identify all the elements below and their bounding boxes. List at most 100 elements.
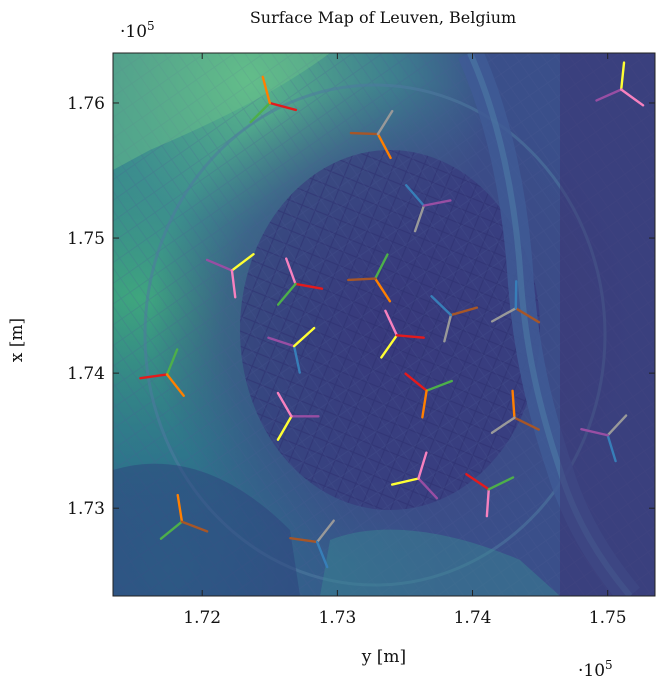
turbine-arm	[449, 306, 479, 317]
turbine-arm	[465, 472, 490, 491]
y-exponent-power: 5	[147, 19, 155, 33]
turbine-marker	[580, 414, 628, 463]
turbine-arm	[580, 427, 609, 437]
turbine-arm	[620, 88, 645, 107]
y-exponent-label: ·105	[120, 19, 155, 42]
turbine-marker	[249, 75, 298, 124]
x-tick-label: 1.75	[589, 608, 627, 628]
turbine-arm	[374, 277, 392, 303]
turbine-arm	[268, 101, 298, 112]
turbine-arm	[421, 389, 428, 419]
x-axis-label: y [m]	[361, 647, 406, 667]
turbine-arm	[159, 520, 184, 540]
turbine-arm	[620, 61, 626, 91]
turbine-arm	[514, 307, 541, 324]
turbine-arm	[267, 336, 296, 348]
y-axis: 1.73 1.74 1.75 1.76	[67, 94, 655, 519]
turbine-arm	[347, 277, 377, 282]
turbine-arm	[276, 391, 293, 418]
turbine-arm	[285, 257, 297, 286]
turbine-marker	[276, 391, 320, 441]
turbine-arm	[376, 132, 392, 160]
turbine-marker	[347, 253, 392, 303]
turbine-arm	[425, 379, 453, 392]
turbine-marker	[490, 389, 540, 434]
turbine-arm	[404, 184, 426, 207]
turbine-arm	[490, 307, 517, 323]
turbine-marker	[595, 61, 645, 107]
turbine-arm	[261, 75, 271, 105]
turbine-arm	[606, 434, 617, 463]
turbine-arm	[422, 199, 452, 207]
turbine-arm	[430, 295, 453, 317]
turbine-arm	[315, 519, 335, 544]
x-exponent-power: 5	[605, 658, 613, 672]
y-tick-label: 1.74	[67, 364, 105, 384]
turbine-marker	[430, 295, 479, 343]
turbine-marker	[390, 451, 439, 500]
turbine-arm	[513, 416, 540, 431]
chart-title: Surface Map of Leuven, Belgium	[250, 8, 516, 27]
turbine-arm	[180, 520, 209, 533]
y-axis-label: x [m]	[7, 318, 27, 362]
turbine-arm	[384, 309, 399, 337]
y-tick-label: 1.73	[67, 499, 105, 519]
turbine-marker	[490, 280, 541, 324]
plot-area	[112, 52, 656, 597]
turbine-marker	[404, 372, 453, 419]
turbine-arm	[417, 477, 439, 500]
turbine-arm	[376, 109, 394, 136]
x-tick-label: 1.73	[318, 608, 356, 628]
turbine-arm	[315, 540, 329, 569]
turbine-arm	[294, 282, 324, 290]
turbine-arm	[276, 282, 297, 306]
turbine-arm	[490, 416, 516, 434]
turbine-marker	[159, 493, 209, 540]
turbine-arm	[349, 131, 380, 136]
turbine-arm	[139, 373, 169, 380]
x-axis: 1.72 1.73 1.74 1.75	[183, 53, 627, 628]
y-tick-label: 1.75	[67, 229, 105, 249]
turbine-arm	[487, 476, 515, 491]
x-tick-label: 1.72	[183, 608, 221, 628]
turbine-arm	[292, 344, 301, 374]
turbine-arm	[390, 477, 420, 486]
turbine-arm	[292, 326, 316, 348]
x-tick-label: 1.74	[454, 608, 492, 628]
turbine-arm	[276, 415, 293, 441]
turbine-marker	[267, 326, 316, 374]
y-tick-label: 1.76	[67, 94, 105, 114]
turbine-marker	[349, 109, 394, 160]
y-exponent-base: ·10	[120, 22, 147, 42]
turbine-marker	[380, 309, 425, 359]
turbine-marker	[404, 184, 452, 233]
turbine-marker	[276, 257, 324, 306]
turbine-arm	[205, 258, 234, 272]
turbine-arm	[165, 373, 185, 397]
turbine-arm	[443, 313, 453, 343]
turbine-arm	[404, 372, 428, 392]
turbine-arm	[249, 101, 271, 124]
surface-heatmap	[113, 53, 655, 596]
turbine-arm	[511, 389, 516, 419]
turbine-arm	[595, 88, 623, 102]
turbine-marker	[139, 348, 185, 397]
turbine-arm	[289, 537, 319, 544]
turbine-arm	[395, 334, 425, 339]
turbine-arm	[485, 488, 490, 518]
turbine-arm	[230, 269, 237, 299]
turbine-arm	[165, 348, 179, 376]
turbine-marker	[465, 472, 515, 518]
turbine-arm	[176, 493, 184, 523]
turbine-arm	[417, 451, 428, 480]
x-exponent-label: ·105	[578, 658, 613, 679]
turbine-markers	[139, 61, 645, 569]
turbine-arm	[230, 253, 255, 272]
turbine-marker	[289, 519, 335, 569]
x-exponent-base: ·10	[578, 661, 605, 679]
turbine-arm	[380, 334, 399, 359]
turbine-marker	[205, 253, 255, 299]
turbine-arm	[374, 253, 389, 280]
turbine-arm	[606, 414, 628, 437]
